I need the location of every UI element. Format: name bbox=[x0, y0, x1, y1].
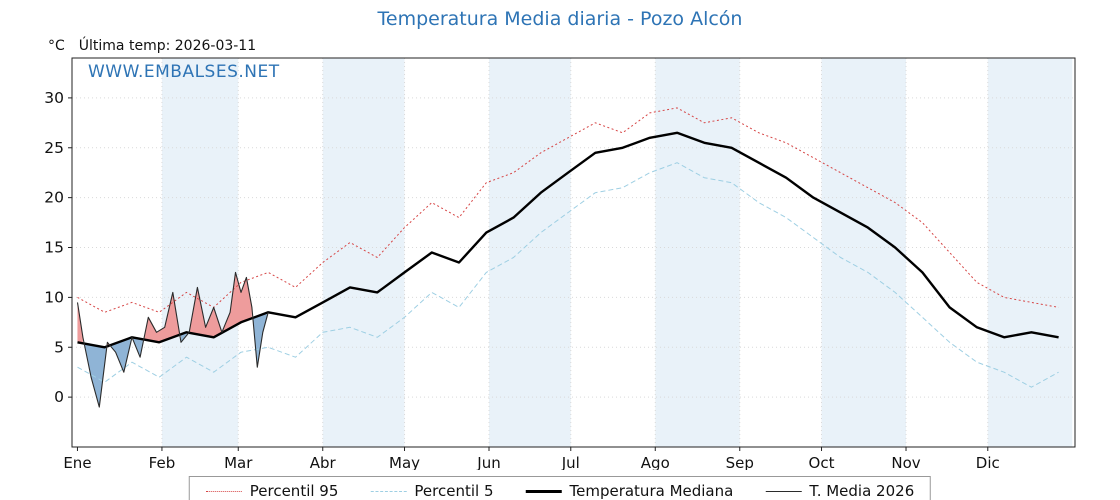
chart-subheader: °C Última temp: 2026-03-11 bbox=[48, 38, 256, 54]
svg-text:Feb: Feb bbox=[149, 454, 176, 470]
watermark-text: WWW.EMBALSES.NET bbox=[88, 62, 280, 82]
last-temp-label: Última temp: 2026-03-11 bbox=[78, 38, 257, 54]
svg-text:May: May bbox=[389, 454, 420, 470]
svg-text:5: 5 bbox=[54, 338, 64, 356]
legend-item-percentil-5: Percentil 5 bbox=[370, 482, 493, 500]
svg-text:Sep: Sep bbox=[726, 454, 754, 470]
median-line-swatch bbox=[525, 489, 562, 493]
t2026-line-swatch bbox=[765, 490, 802, 492]
svg-text:Dic: Dic bbox=[976, 454, 1000, 470]
svg-text:Jul: Jul bbox=[561, 454, 580, 470]
legend: Percentil 95 Percentil 5 Temperatura Med… bbox=[188, 476, 932, 500]
p5-line-swatch bbox=[370, 490, 407, 492]
page-title: Temperatura Media diaria - Pozo Alcón bbox=[377, 8, 743, 30]
legend-label: T. Media 2026 bbox=[809, 482, 915, 500]
svg-text:10: 10 bbox=[44, 288, 64, 306]
y-unit-label: °C bbox=[48, 38, 65, 54]
legend-item-percentil-95: Percentil 95 bbox=[205, 482, 339, 500]
legend-item-mediana: Temperatura Mediana bbox=[525, 482, 733, 500]
svg-text:20: 20 bbox=[44, 189, 64, 207]
svg-text:Nov: Nov bbox=[891, 454, 920, 470]
svg-text:30: 30 bbox=[44, 89, 64, 107]
svg-text:25: 25 bbox=[44, 139, 64, 157]
svg-text:0: 0 bbox=[54, 388, 64, 406]
legend-label: Percentil 5 bbox=[414, 482, 494, 500]
svg-text:Ago: Ago bbox=[641, 454, 670, 470]
svg-text:Jun: Jun bbox=[476, 454, 500, 470]
p95-line-swatch bbox=[205, 490, 242, 492]
svg-text:Abr: Abr bbox=[310, 454, 337, 470]
svg-text:Mar: Mar bbox=[224, 454, 253, 470]
temperature-line-chart: 0 5 10 15 20 25 30 Ene Feb Mar Abr May Jun Jul Ago Sep O… bbox=[44, 57, 1076, 470]
legend-item-t-media-2026: T. Media 2026 bbox=[765, 482, 914, 500]
svg-text:15: 15 bbox=[44, 239, 64, 257]
legend-label: Percentil 95 bbox=[249, 482, 339, 500]
svg-text:Ene: Ene bbox=[63, 454, 91, 470]
legend-label: Temperatura Mediana bbox=[569, 482, 734, 500]
svg-text:Oct: Oct bbox=[809, 454, 835, 470]
